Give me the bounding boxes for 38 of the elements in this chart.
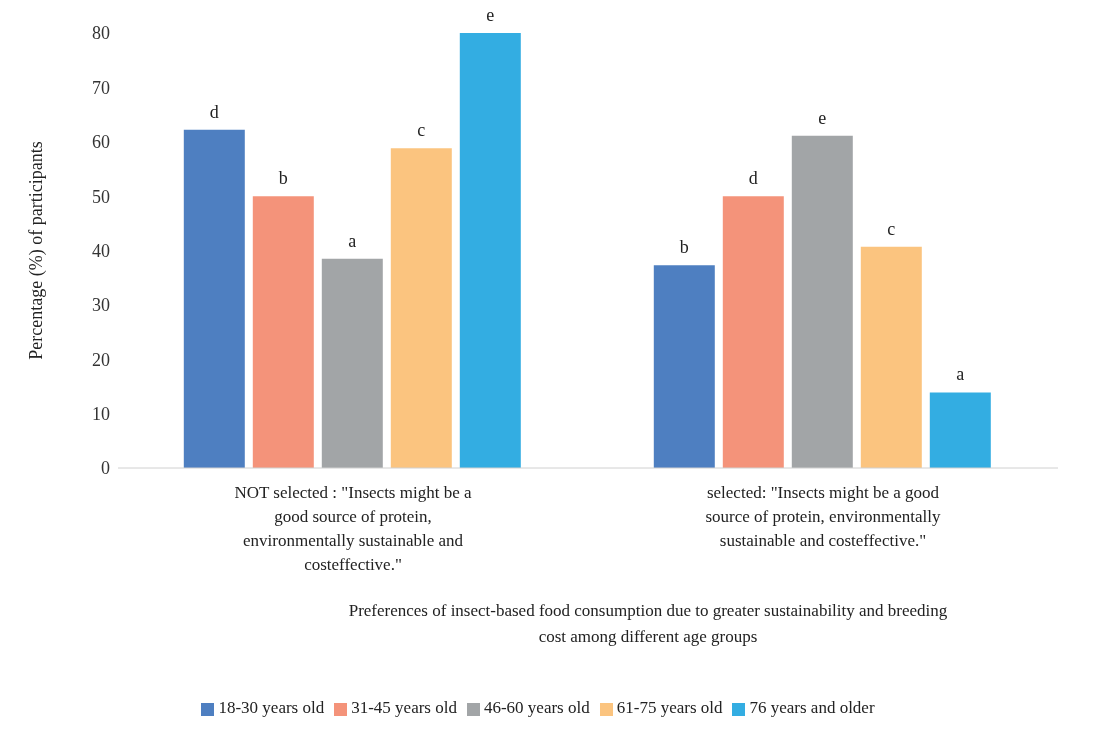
legend-label: 18-30 years old	[218, 698, 325, 717]
legend-label: 61-75 years old	[616, 698, 723, 717]
data-label: b	[278, 168, 288, 189]
data-label: e	[486, 5, 495, 25]
x-tick-label: selected: "Insects might be a good source of protein, environmentally sustainable and costeffective."	[705, 483, 942, 550]
data-label: d	[209, 101, 219, 122]
y-tick-label: 60	[92, 132, 110, 153]
legend-label: 46-60 years old	[483, 698, 590, 717]
data-label: e	[818, 107, 827, 128]
data-label: c	[887, 218, 896, 239]
bar	[791, 135, 853, 468]
bar	[722, 196, 784, 468]
data-label: a	[348, 230, 357, 251]
bar	[459, 33, 521, 468]
y-tick-label: 10	[92, 404, 110, 425]
y-tick-label: 40	[92, 240, 110, 261]
y-tick-label: 80	[92, 23, 110, 44]
x-axis-title: Preferences of insect-based food consumption due to greater sustainability and breeding cost among different age groups	[348, 601, 948, 646]
legend-label: 31-45 years old	[351, 698, 457, 717]
data-label: c	[417, 120, 426, 141]
x-tick-label: NOT selected : "Insects might be a good source of protein, environmentally sustainable and costeffective."	[234, 483, 472, 574]
y-tick-label: 70	[92, 77, 110, 98]
data-label: a	[956, 364, 965, 385]
bar	[183, 129, 245, 468]
y-tick-label: 30	[92, 295, 110, 316]
y-tick-label: 0	[101, 458, 110, 479]
data-label: d	[748, 168, 758, 189]
bar	[252, 196, 314, 468]
data-label: b	[679, 237, 689, 258]
bar	[653, 265, 715, 468]
bar	[929, 392, 991, 468]
bar	[321, 258, 383, 468]
bar	[390, 148, 452, 468]
y-tick-label: 20	[92, 349, 110, 370]
legend-label: 76 years and older	[749, 698, 875, 717]
y-axis-title: Percentage (%) of participants	[26, 141, 48, 360]
y-tick-label: 50	[92, 186, 110, 207]
bar	[860, 246, 922, 468]
